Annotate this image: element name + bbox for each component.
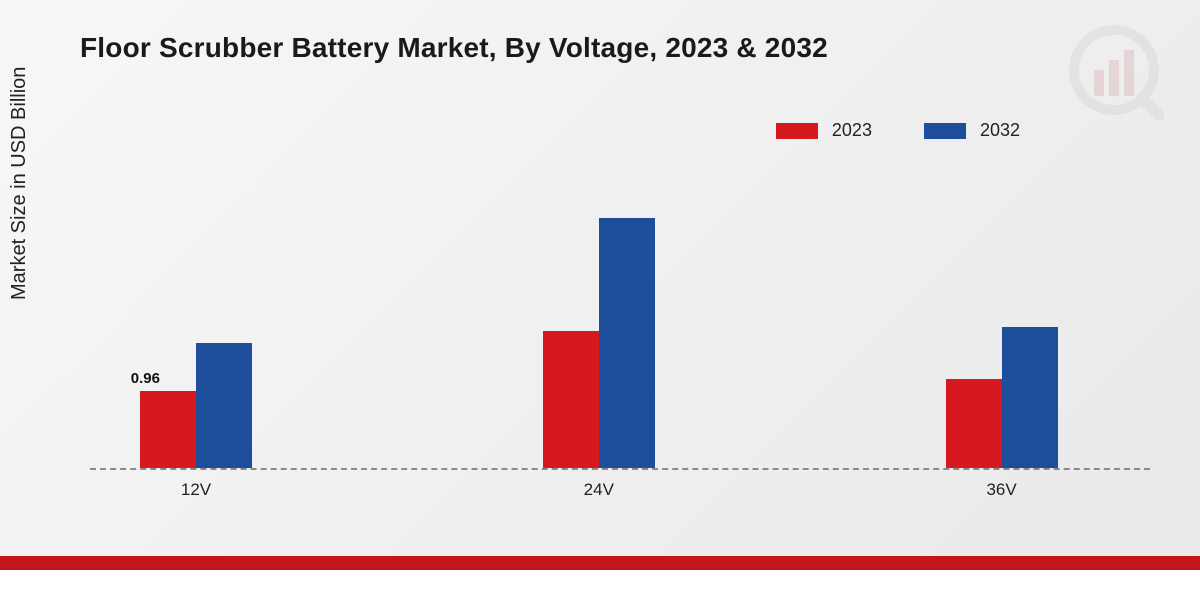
bar-group-24v: 24V: [519, 180, 679, 470]
legend-swatch-2032: [924, 123, 966, 139]
bar-12v-2032: [196, 343, 252, 468]
legend-item-2032: 2032: [924, 120, 1020, 141]
bar-24v-2023: [543, 331, 599, 468]
legend-swatch-2023: [776, 123, 818, 139]
x-tick-24v: 24V: [519, 470, 679, 500]
legend-item-2023: 2023: [776, 120, 872, 141]
bar-12v-2023: [140, 391, 196, 468]
x-tick-36v: 36V: [922, 470, 1082, 500]
footer-accent-bar: [0, 556, 1200, 570]
x-tick-12v: 12V: [116, 470, 276, 500]
bar-36v-2032: [1002, 327, 1058, 468]
bar-group-12v: 0.96 12V: [116, 180, 276, 470]
value-label-12v-2023: 0.96: [131, 370, 160, 387]
bar-group-36v: 36V: [922, 180, 1082, 470]
plot-area: 0.96 12V 24V 36V: [90, 180, 1150, 470]
legend-label-2023: 2023: [832, 120, 872, 141]
bar-24v-2032: [599, 218, 655, 468]
bar-36v-2023: [946, 379, 1002, 468]
page-title: Floor Scrubber Battery Market, By Voltag…: [80, 32, 828, 64]
legend: 2023 2032: [776, 120, 1020, 141]
chart-page: Floor Scrubber Battery Market, By Voltag…: [0, 0, 1200, 600]
brand-logo: [1064, 20, 1164, 120]
legend-label-2032: 2032: [980, 120, 1020, 141]
y-axis-label: Market Size in USD Billion: [8, 67, 31, 300]
footer-band: [0, 570, 1200, 600]
